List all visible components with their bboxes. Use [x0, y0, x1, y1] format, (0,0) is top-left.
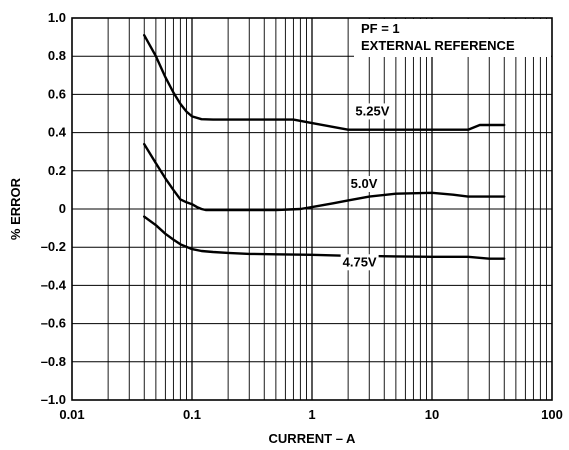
- series-label-background: [348, 175, 380, 192]
- y-tick-label: –0.8: [41, 354, 66, 369]
- y-tick-labels: 1.0 0.8 0.6 0.4 0.2 0 –0.2 –0.4 –0.6 –0.8 –1.0: [41, 10, 67, 407]
- x-axis-title: CURRENT – A: [269, 431, 357, 446]
- series-line-4-75v: [142, 215, 506, 260]
- plot-frame: [71, 17, 553, 401]
- series-label-background: [340, 254, 379, 271]
- y-tick-label: 0.2: [48, 163, 66, 178]
- annotation-line-1: PF = 1: [361, 21, 400, 36]
- y-tick-label: –0.4: [41, 277, 67, 292]
- series-lines: [142, 34, 506, 260]
- x-tick-label: 0.01: [59, 407, 84, 422]
- y-tick-label: 0.4: [48, 125, 67, 140]
- y-tick-label: 1.0: [48, 10, 66, 25]
- series-line-5-25v: [142, 34, 506, 131]
- y-tick-label: –0.2: [41, 239, 66, 254]
- series-labels: 5.25V 5.0V 4.75V: [340, 103, 392, 271]
- series-label: 5.0V: [351, 176, 378, 191]
- x-tick-label: 10: [425, 407, 439, 422]
- annotation-box: [354, 19, 551, 57]
- x-tick-label: 0.1: [183, 407, 201, 422]
- x-tick-label: 100: [541, 407, 563, 422]
- y-tick-label: 0.8: [48, 48, 66, 63]
- y-tick-label: 0.6: [48, 86, 66, 101]
- y-tick-label: –0.6: [41, 316, 66, 331]
- y-axis-title: % ERROR: [8, 177, 23, 240]
- series-label-background: [353, 103, 392, 120]
- series-label: 5.25V: [355, 103, 389, 118]
- annotation-line-2: EXTERNAL REFERENCE: [361, 38, 515, 53]
- x-tick-labels: 0.01 0.1 1 10 100: [59, 407, 563, 422]
- y-tick-label: 0: [59, 201, 66, 216]
- series-label: 4.75V: [343, 254, 377, 269]
- series-line-5-0v: [142, 142, 506, 212]
- x-tick-label: 1: [308, 407, 315, 422]
- y-tick-label: –1.0: [41, 392, 66, 407]
